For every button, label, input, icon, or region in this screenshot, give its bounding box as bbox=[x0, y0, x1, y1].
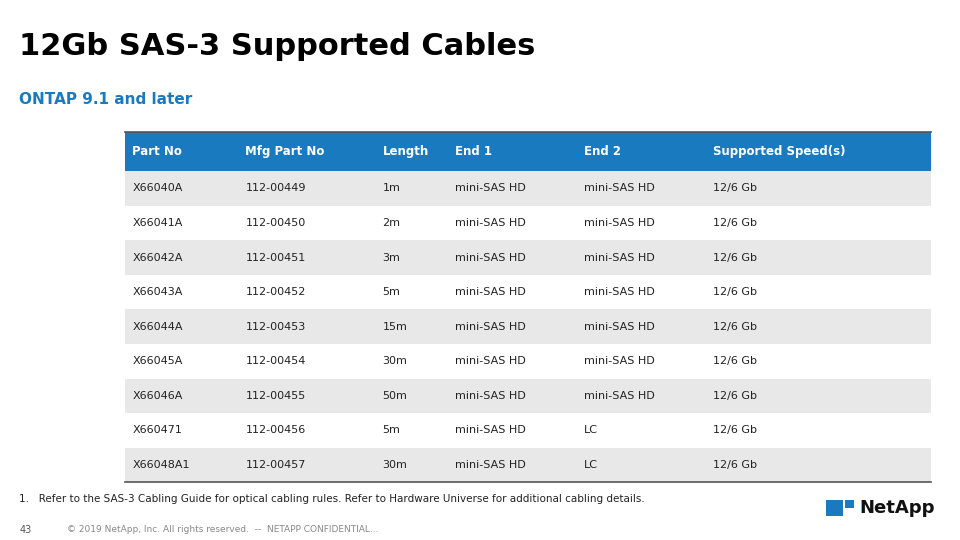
Text: 1.   Refer to the SAS-3 Cabling Guide for optical cabling rules. Refer to Hardwa: 1. Refer to the SAS-3 Cabling Guide for … bbox=[19, 494, 645, 504]
Text: 12/6 Gb: 12/6 Gb bbox=[713, 356, 757, 366]
Text: X66045A: X66045A bbox=[132, 356, 182, 366]
Text: LC: LC bbox=[584, 460, 598, 470]
Text: NetApp: NetApp bbox=[859, 498, 935, 517]
Text: X66042A: X66042A bbox=[132, 253, 183, 262]
Text: 12/6 Gb: 12/6 Gb bbox=[713, 460, 757, 470]
Text: 2m: 2m bbox=[382, 218, 400, 228]
Text: 15m: 15m bbox=[382, 322, 407, 332]
Text: LC: LC bbox=[584, 426, 598, 435]
Text: 12/6 Gb: 12/6 Gb bbox=[713, 391, 757, 401]
Text: X660471: X660471 bbox=[132, 426, 182, 435]
Text: mini-SAS HD: mini-SAS HD bbox=[455, 253, 526, 262]
Text: 112-00451: 112-00451 bbox=[246, 253, 305, 262]
Text: 12/6 Gb: 12/6 Gb bbox=[713, 322, 757, 332]
FancyBboxPatch shape bbox=[125, 448, 931, 482]
Text: mini-SAS HD: mini-SAS HD bbox=[455, 356, 526, 366]
Text: 3m: 3m bbox=[382, 253, 400, 262]
Text: 112-00449: 112-00449 bbox=[246, 184, 306, 193]
Text: 12Gb SAS-3 Supported Cables: 12Gb SAS-3 Supported Cables bbox=[19, 32, 536, 62]
Text: 112-00454: 112-00454 bbox=[246, 356, 305, 366]
Text: Mfg Part No: Mfg Part No bbox=[246, 145, 324, 158]
FancyBboxPatch shape bbox=[125, 240, 931, 275]
Text: mini-SAS HD: mini-SAS HD bbox=[584, 391, 655, 401]
FancyBboxPatch shape bbox=[125, 344, 931, 379]
Text: 30m: 30m bbox=[382, 460, 407, 470]
Text: 112-00456: 112-00456 bbox=[246, 426, 305, 435]
Text: mini-SAS HD: mini-SAS HD bbox=[455, 460, 526, 470]
Text: mini-SAS HD: mini-SAS HD bbox=[455, 184, 526, 193]
FancyBboxPatch shape bbox=[125, 413, 931, 448]
Text: 112-00450: 112-00450 bbox=[246, 218, 305, 228]
Text: mini-SAS HD: mini-SAS HD bbox=[584, 287, 655, 297]
FancyBboxPatch shape bbox=[125, 206, 931, 240]
FancyBboxPatch shape bbox=[125, 132, 931, 171]
Text: 5m: 5m bbox=[382, 287, 400, 297]
FancyBboxPatch shape bbox=[125, 379, 931, 413]
Text: X66046A: X66046A bbox=[132, 391, 182, 401]
Text: X66040A: X66040A bbox=[132, 184, 182, 193]
Text: X66044A: X66044A bbox=[132, 322, 183, 332]
Text: Part No: Part No bbox=[132, 145, 182, 158]
Text: Supported Speed(s): Supported Speed(s) bbox=[713, 145, 846, 158]
Text: 43: 43 bbox=[19, 525, 32, 535]
FancyBboxPatch shape bbox=[125, 171, 931, 206]
Text: 112-00453: 112-00453 bbox=[246, 322, 305, 332]
Text: End 1: End 1 bbox=[455, 145, 492, 158]
FancyBboxPatch shape bbox=[125, 309, 931, 344]
Text: 12/6 Gb: 12/6 Gb bbox=[713, 287, 757, 297]
FancyBboxPatch shape bbox=[845, 500, 854, 508]
Text: © 2019 NetApp, Inc. All rights reserved.  --  NETAPP CONFIDENTIAL...: © 2019 NetApp, Inc. All rights reserved.… bbox=[67, 525, 378, 534]
Text: mini-SAS HD: mini-SAS HD bbox=[455, 218, 526, 228]
Text: 112-00452: 112-00452 bbox=[246, 287, 305, 297]
Text: 112-00455: 112-00455 bbox=[246, 391, 305, 401]
Text: mini-SAS HD: mini-SAS HD bbox=[584, 218, 655, 228]
Text: End 2: End 2 bbox=[584, 145, 621, 158]
Text: 1m: 1m bbox=[382, 184, 400, 193]
Text: 12/6 Gb: 12/6 Gb bbox=[713, 426, 757, 435]
Text: 112-00457: 112-00457 bbox=[246, 460, 305, 470]
Text: X66043A: X66043A bbox=[132, 287, 182, 297]
Text: 50m: 50m bbox=[382, 391, 407, 401]
FancyBboxPatch shape bbox=[826, 500, 843, 516]
Text: X66041A: X66041A bbox=[132, 218, 182, 228]
Text: mini-SAS HD: mini-SAS HD bbox=[584, 253, 655, 262]
Text: 12/6 Gb: 12/6 Gb bbox=[713, 184, 757, 193]
Text: mini-SAS HD: mini-SAS HD bbox=[584, 356, 655, 366]
Text: 5m: 5m bbox=[382, 426, 400, 435]
Text: X66048A1: X66048A1 bbox=[132, 460, 190, 470]
Text: mini-SAS HD: mini-SAS HD bbox=[584, 184, 655, 193]
Text: mini-SAS HD: mini-SAS HD bbox=[455, 322, 526, 332]
FancyBboxPatch shape bbox=[125, 275, 931, 309]
Text: 12/6 Gb: 12/6 Gb bbox=[713, 218, 757, 228]
Text: mini-SAS HD: mini-SAS HD bbox=[455, 391, 526, 401]
Text: 30m: 30m bbox=[382, 356, 407, 366]
Text: mini-SAS HD: mini-SAS HD bbox=[455, 287, 526, 297]
Text: ONTAP 9.1 and later: ONTAP 9.1 and later bbox=[19, 92, 192, 107]
Text: mini-SAS HD: mini-SAS HD bbox=[584, 322, 655, 332]
Text: Length: Length bbox=[382, 145, 429, 158]
Text: 12/6 Gb: 12/6 Gb bbox=[713, 253, 757, 262]
Text: mini-SAS HD: mini-SAS HD bbox=[455, 426, 526, 435]
